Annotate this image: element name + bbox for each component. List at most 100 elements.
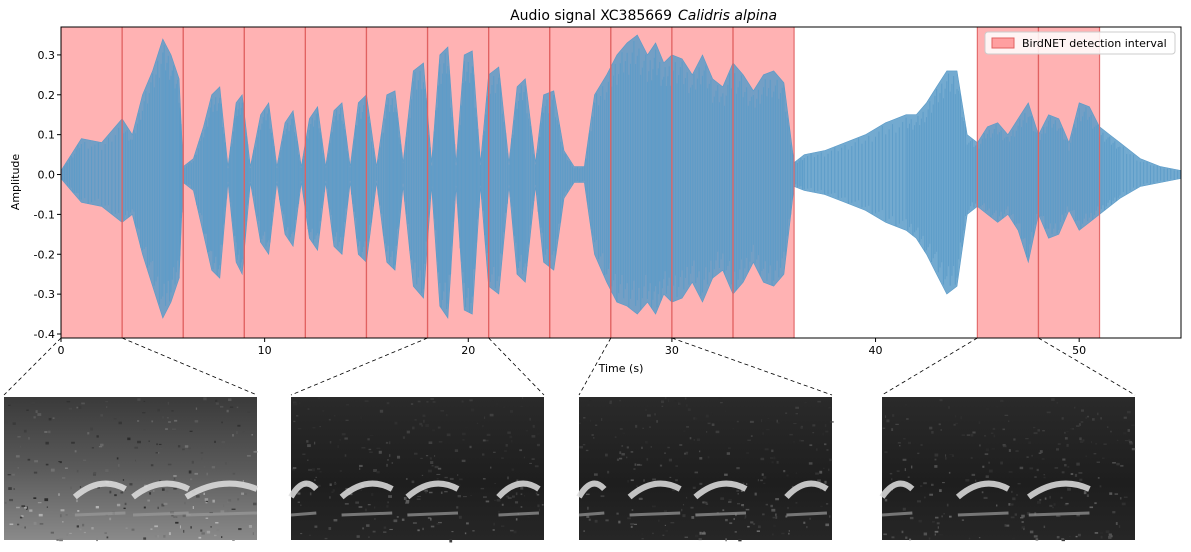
- spectrogram-noise: [523, 456, 525, 459]
- spectrogram-noise: [206, 472, 209, 476]
- spectrogram-noise: [32, 398, 37, 400]
- spectrogram-noise: [664, 524, 666, 526]
- spectrogram-noise: [31, 401, 35, 405]
- spectrogram-noise: [66, 533, 68, 536]
- spectrogram-noise: [417, 529, 420, 532]
- spectrogram-noise: [961, 519, 965, 521]
- spectrogram-noise: [777, 422, 780, 424]
- spectrogram-noise: [946, 503, 949, 507]
- spectrogram-noise: [646, 405, 649, 407]
- spectrogram-panel: [576, 397, 834, 542]
- spectrogram-noise: [184, 445, 189, 448]
- spectrogram-call: [784, 480, 829, 500]
- spectrogram-noise: [686, 404, 688, 407]
- spectrogram-noise: [762, 476, 767, 479]
- spectrogram-noise: [312, 427, 316, 429]
- spectrogram-noise: [118, 464, 120, 467]
- spectrogram-noise: [1061, 471, 1065, 474]
- spectrogram-noise: [225, 462, 227, 465]
- spectrogram-noise: [808, 462, 813, 465]
- spectrogram-noise: [904, 468, 906, 472]
- spectrogram-noise: [675, 479, 678, 482]
- spectrogram-noise: [1070, 473, 1074, 475]
- spectrogram-noise: [195, 495, 200, 498]
- spectrogram-noise: [698, 538, 702, 541]
- spectrogram-noise: [1064, 437, 1068, 440]
- spectrogram-noise: [917, 452, 920, 455]
- spectrogram-noise: [984, 453, 989, 456]
- spectrogram-noise: [329, 483, 332, 486]
- spectrogram-noise: [1096, 461, 1100, 464]
- spectrogram-noise: [116, 457, 119, 460]
- x-axis-ticks: 0 10 20 30 40 50: [58, 338, 1086, 357]
- spectrogram-noise: [68, 407, 73, 410]
- spectrogram-noise: [786, 474, 789, 477]
- spectrogram-noise: [389, 441, 391, 445]
- spectrogram-noise: [538, 508, 540, 512]
- spectrogram-noise: [114, 494, 117, 497]
- spectrogram-noise: [793, 423, 797, 425]
- spectrogram-noise: [100, 443, 104, 447]
- spectrogram-noise: [345, 419, 349, 422]
- spectrogram-noise: [150, 464, 154, 467]
- spectrogram-noise: [229, 406, 234, 408]
- spectrogram-noise: [203, 492, 205, 495]
- spectrogram-call-harmonic: [1028, 511, 1090, 517]
- spectrogram-noise: [829, 515, 831, 518]
- spectrogram-noise: [889, 472, 893, 475]
- spectrogram-noise: [436, 522, 440, 525]
- spectrogram-call-harmonic: [957, 511, 1009, 517]
- spectrogram-noise: [82, 523, 85, 527]
- spectrogram-noise: [194, 420, 199, 423]
- spectrogram-noise: [990, 432, 994, 434]
- spectrogram-noise: [184, 501, 186, 505]
- spectrogram-noise: [367, 504, 371, 506]
- spectrogram-noise: [631, 509, 634, 511]
- spectrogram-noise: [884, 415, 887, 418]
- spectrogram-noise: [1002, 443, 1006, 446]
- spectrogram-noise: [1039, 450, 1043, 453]
- spectrogram-noise: [183, 529, 185, 533]
- y-tick-label: -0.4: [34, 328, 55, 341]
- spectrogram-noise: [430, 525, 435, 528]
- spectrogram-noise: [1061, 417, 1064, 420]
- spectrogram-noise: [795, 502, 798, 504]
- spectrogram-noise: [253, 451, 258, 453]
- spectrogram-background: [291, 397, 544, 540]
- spectrogram-noise: [52, 417, 55, 419]
- spectrogram-noise: [630, 479, 634, 482]
- spectrogram-noise: [223, 504, 225, 508]
- spectrogram-noise: [24, 526, 26, 529]
- spectrogram-noise: [1026, 456, 1029, 458]
- spectrogram-noise: [386, 463, 388, 467]
- spectrogram-noise: [737, 493, 739, 495]
- spectrogram-noise: [359, 467, 361, 470]
- spectrogram-noise: [165, 428, 168, 430]
- spectrogram-noise: [726, 452, 731, 455]
- spectrogram-noise: [622, 432, 626, 434]
- zoom-connector: [488, 337, 545, 396]
- spectrogram-noise: [422, 414, 426, 417]
- spectrogram-noise: [670, 522, 675, 524]
- spectrogram-noise: [515, 518, 518, 521]
- spectrogram-noise: [649, 426, 651, 428]
- spectrogram-noise: [907, 476, 910, 478]
- spectrogram-noise: [198, 536, 202, 539]
- spectrogram-noise: [378, 450, 382, 454]
- spectrogram-noise: [4, 420, 9, 424]
- spectrogram-noise: [383, 526, 387, 529]
- spectrogram-noise: [1112, 462, 1116, 464]
- spectrogram-noise: [1039, 499, 1042, 501]
- spectrogram-noise: [1012, 537, 1016, 540]
- spectrogram-noise: [645, 408, 647, 411]
- spectrogram-noise: [179, 525, 181, 529]
- spectrogram-noise: [656, 420, 658, 423]
- spectrogram-noise: [674, 400, 677, 402]
- spectrogram-noise: [787, 506, 789, 510]
- spectrogram-noise: [451, 531, 454, 533]
- spectrogram-call: [131, 480, 191, 500]
- spectrogram-noise: [1101, 457, 1105, 459]
- spectrogram-noise: [34, 460, 38, 463]
- spectrogram-noise: [433, 455, 436, 457]
- spectrogram-noise: [1103, 443, 1107, 445]
